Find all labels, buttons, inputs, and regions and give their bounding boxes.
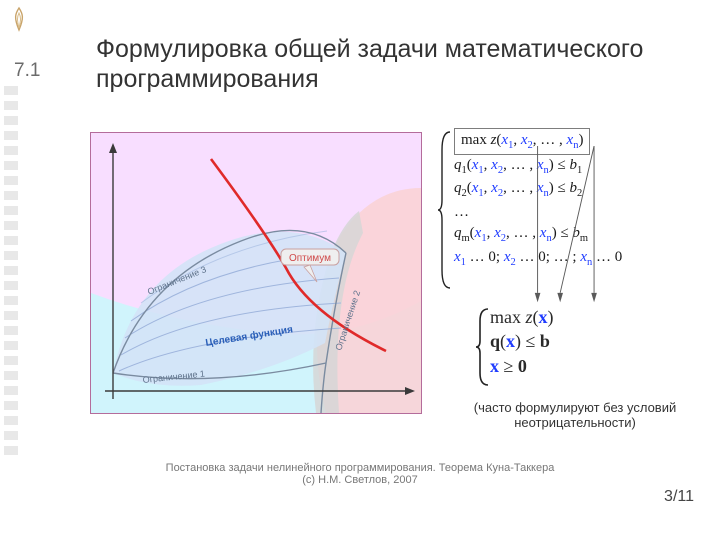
page-current: 3 bbox=[664, 488, 673, 505]
feasibility-chart: Целевая функция Ограничение 1 Ограничени… bbox=[90, 132, 422, 414]
page-indicator: 3/11 bbox=[664, 488, 694, 506]
svg-text:Оптимум: Оптимум bbox=[289, 253, 331, 264]
footer-reference: Постановка задачи нелинейного программир… bbox=[0, 462, 720, 486]
footer-line2: (с) Н.М. Светлов, 2007 bbox=[0, 474, 720, 486]
flame-logo bbox=[8, 6, 30, 32]
compact-equation: max z(x) q(x) ≤ b x ≥ 0 bbox=[490, 305, 660, 378]
page-total: 11 bbox=[677, 488, 694, 505]
footer-line1: Постановка задачи нелинейного программир… bbox=[0, 462, 720, 474]
left-ornament bbox=[4, 86, 18, 456]
nonnegativity-note: (часто формулируют без условий неотрицат… bbox=[460, 400, 690, 430]
slide-title: Формулировка общей задачи математическог… bbox=[96, 34, 686, 94]
equation-system: max z(x1, x2, … , xn) q1(x1, x2, … , xn)… bbox=[440, 128, 695, 270]
section-number: 7.1 bbox=[14, 60, 40, 82]
